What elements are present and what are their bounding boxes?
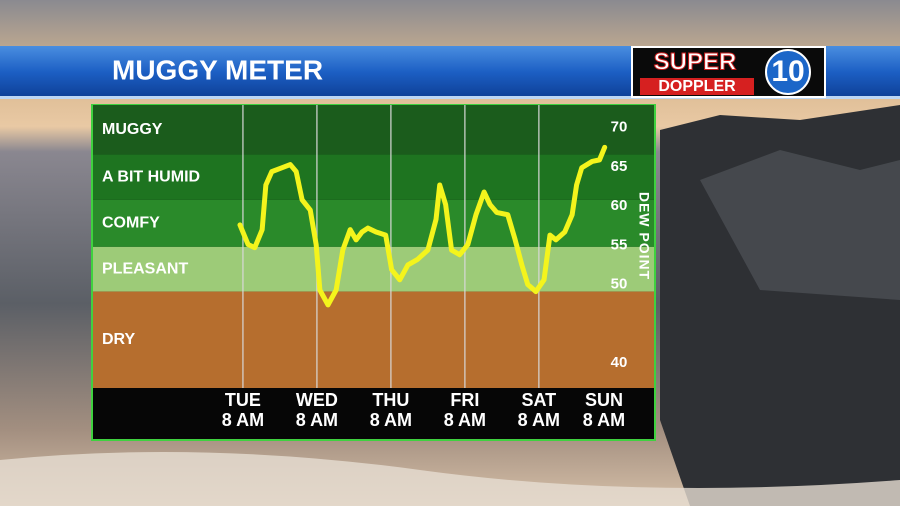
zone-label: MUGGY: [102, 121, 163, 138]
logo-number: 10: [771, 55, 804, 88]
x-tick-sublabel: 8 AM: [583, 410, 625, 430]
rocks: [700, 150, 900, 300]
x-tick-sublabel: 8 AM: [222, 410, 264, 430]
data-line: [237, 144, 608, 308]
zone: [93, 291, 654, 388]
x-tick-sublabel: 8 AM: [370, 410, 412, 430]
title: MUGGY METER: [112, 54, 323, 85]
surf: [0, 452, 900, 506]
x-tick-label: FRI: [450, 390, 479, 410]
y-tick-label: 50: [611, 275, 628, 292]
y-tick-label: 70: [611, 119, 628, 136]
y-axis-label: DEW POINT: [636, 192, 652, 280]
logo-text: DOPPLER: [658, 78, 736, 95]
zone-label: PLEASANT: [102, 260, 188, 277]
x-tick-sublabel: 8 AM: [444, 410, 486, 430]
logo-text: SUPER: [654, 48, 737, 75]
zone-label: A BIT HUMID: [102, 168, 200, 185]
y-tick-label: 55: [611, 236, 628, 253]
x-tick-label: SUN: [585, 390, 623, 410]
y-tick-label: 40: [611, 354, 628, 371]
zone: [93, 154, 654, 200]
logo-band: [640, 78, 754, 95]
x-tick-sublabel: 8 AM: [296, 410, 338, 430]
zone-label: COMFY: [102, 215, 160, 232]
x-tick-sublabel: 8 AM: [518, 410, 560, 430]
y-tick-label: 65: [611, 158, 628, 175]
zone: [93, 246, 654, 292]
x-tick-label: THU: [372, 390, 409, 410]
x-tick-label: SAT: [522, 390, 557, 410]
x-tick-label: TUE: [225, 390, 261, 410]
logo-badge: [765, 49, 811, 95]
y-tick-label: 60: [611, 197, 628, 214]
zone-label: DRY: [102, 331, 136, 348]
banner-edge: [0, 96, 900, 99]
x-tick-label: WED: [296, 390, 338, 410]
zone: [93, 105, 654, 155]
